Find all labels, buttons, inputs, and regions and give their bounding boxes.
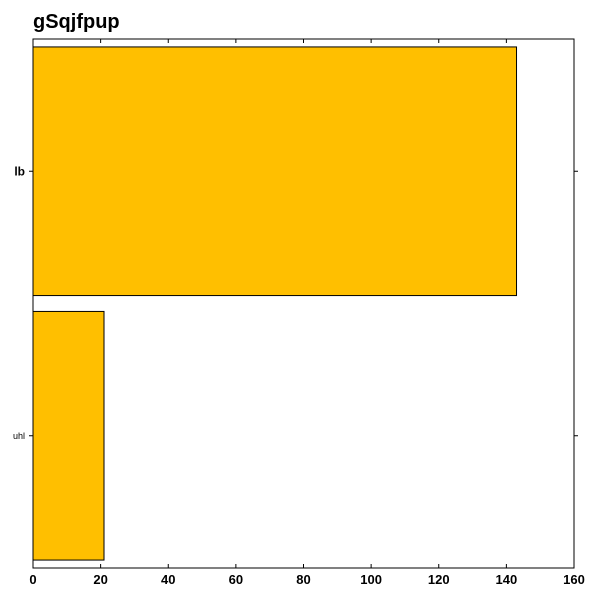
bar-uhl — [32, 310, 105, 561]
plot-area: 0 20 40 60 80 100 120 140 160 lb uhl — [13, 38, 585, 587]
x-tick-label-140: 140 — [496, 572, 518, 587]
x-tick-label-0: 0 — [29, 572, 36, 587]
x-tick-label-100: 100 — [360, 572, 382, 587]
chart-title: gSqjfpup — [33, 11, 120, 33]
x-tick-label-80: 80 — [296, 572, 310, 587]
x-tick-label-20: 20 — [93, 572, 107, 587]
x-tick-label-120: 120 — [428, 572, 450, 587]
x-tick-label-160: 160 — [563, 572, 585, 587]
bar-lb — [32, 46, 518, 297]
y-tick-label-uhl: uhl — [13, 431, 25, 441]
x-tick-label-60: 60 — [229, 572, 243, 587]
y-tick-label-lb: lb — [14, 164, 25, 178]
x-tick-label-40: 40 — [161, 572, 175, 587]
